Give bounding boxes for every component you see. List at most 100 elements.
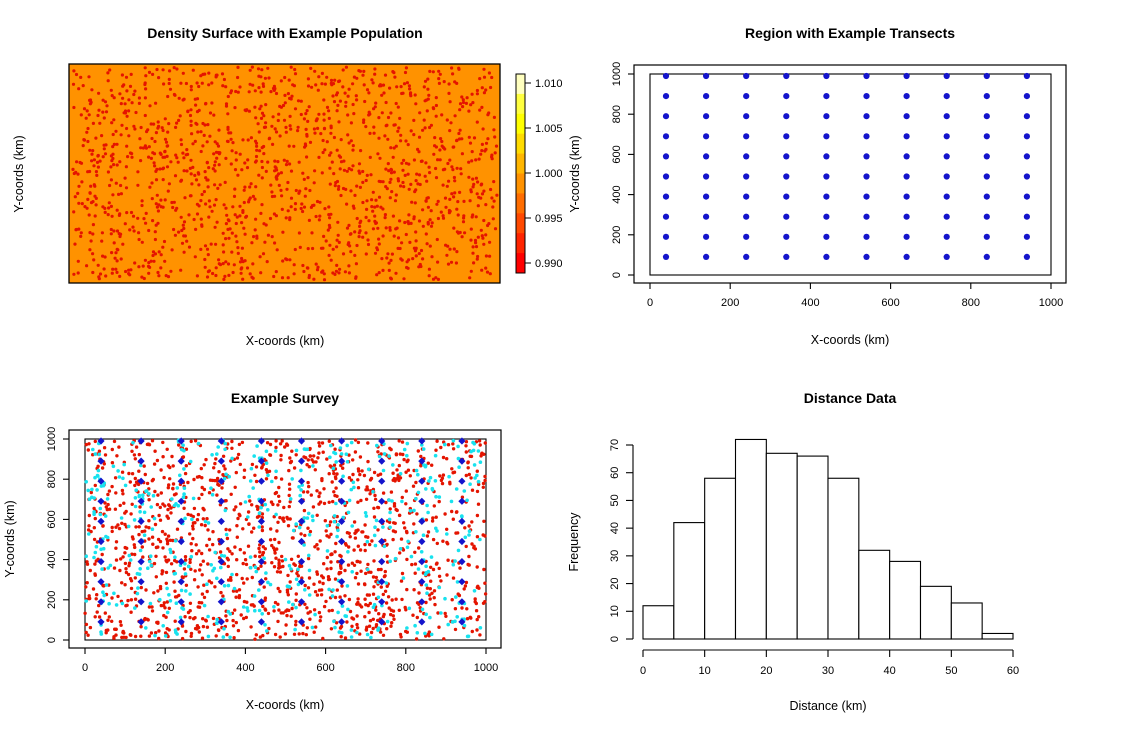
population-dot	[115, 208, 119, 212]
detected-animal-dot	[246, 515, 250, 519]
detected-animal-dot	[463, 535, 468, 540]
population-dot	[430, 591, 434, 595]
population-dot	[356, 467, 361, 471]
population-dot	[401, 548, 406, 552]
population-dot	[260, 525, 264, 529]
population-dot	[404, 66, 408, 70]
population-dot	[112, 163, 116, 167]
population-dot	[331, 271, 335, 275]
population-dot	[337, 120, 341, 124]
population-dot	[153, 252, 158, 256]
population-dot	[224, 156, 228, 160]
detected-animal-dot	[338, 446, 343, 450]
population-dot	[206, 270, 210, 274]
population-dot	[118, 234, 122, 239]
population-dot	[383, 134, 387, 138]
population-dot	[152, 259, 156, 263]
population-dot	[137, 469, 141, 473]
population-dot	[241, 209, 245, 213]
transect-point	[662, 153, 670, 160]
population-dot	[119, 183, 123, 188]
population-dot	[93, 572, 97, 576]
population-dot	[270, 543, 274, 548]
population-dot	[85, 264, 89, 268]
population-dot	[381, 180, 385, 184]
detected-animal-dot	[415, 631, 420, 635]
population-dot	[448, 129, 452, 133]
detected-animal-dot	[103, 514, 108, 518]
population-dot	[460, 606, 464, 610]
population-dot	[128, 228, 132, 232]
population-dot	[331, 247, 335, 251]
population-dot	[115, 229, 120, 233]
population-dot	[117, 526, 122, 531]
transect-point	[783, 93, 790, 100]
population-dot	[74, 228, 78, 232]
population-dot	[257, 546, 261, 551]
transect-point-diamond	[458, 477, 466, 485]
population-dot	[236, 75, 240, 80]
population-dot	[456, 213, 460, 217]
transect-point	[863, 193, 870, 200]
population-dot	[259, 116, 264, 120]
population-dot	[109, 204, 113, 208]
population-dot	[188, 609, 192, 613]
population-dot	[466, 466, 470, 470]
population-dot	[263, 125, 268, 129]
population-dot	[197, 84, 201, 89]
detected-animal-dot	[283, 557, 288, 562]
population-dot	[132, 229, 136, 233]
population-dot	[238, 152, 242, 156]
population-dot	[349, 189, 353, 193]
population-dot	[162, 239, 167, 244]
y-axis-label: Y-coords (km)	[568, 135, 582, 212]
population-dot	[364, 215, 368, 219]
population-dot	[314, 262, 318, 266]
detected-animal-dot	[421, 533, 426, 537]
population-dot	[152, 122, 156, 126]
transect-point	[823, 193, 830, 200]
population-dot	[268, 538, 273, 542]
population-dot	[413, 571, 417, 575]
transect-point-diamond	[297, 437, 306, 445]
detected-animal-dot	[247, 494, 251, 499]
transect-point-diamond	[177, 457, 185, 465]
population-dot	[335, 109, 339, 113]
transect-point-diamond	[217, 537, 225, 546]
population-dot	[142, 464, 146, 468]
population-dot	[231, 270, 235, 275]
population-dot	[447, 91, 451, 95]
detected-animal-dot	[455, 580, 460, 584]
population-dot	[133, 552, 137, 557]
population-dot	[469, 454, 474, 459]
population-dot	[293, 107, 298, 111]
transect-point-diamond	[97, 517, 105, 525]
population-dot	[294, 598, 298, 602]
detected-animal-dot	[92, 555, 96, 560]
detected-animal-dot	[472, 463, 477, 467]
population-dot	[344, 100, 348, 104]
population-dot	[112, 636, 116, 640]
transect-point	[903, 173, 910, 180]
population-dot	[482, 242, 486, 246]
population-dot	[127, 109, 131, 113]
population-dot	[234, 620, 238, 625]
bar	[765, 452, 798, 640]
population-dot	[201, 144, 205, 148]
population-dot	[208, 111, 213, 115]
population-dot	[462, 199, 466, 203]
bar	[827, 477, 860, 640]
detected-animal-dot	[254, 569, 259, 574]
population-dot	[92, 506, 96, 511]
population-dot	[201, 517, 205, 521]
population-dot	[142, 217, 146, 221]
population-dot	[287, 482, 292, 486]
population-dot	[188, 601, 193, 605]
population-dot	[290, 94, 294, 98]
population-dot	[194, 227, 198, 231]
population-dot	[412, 133, 416, 137]
detected-animal-dot	[215, 576, 219, 581]
population-dot	[250, 575, 254, 580]
population-dot	[163, 117, 167, 121]
population-dot	[134, 525, 138, 529]
